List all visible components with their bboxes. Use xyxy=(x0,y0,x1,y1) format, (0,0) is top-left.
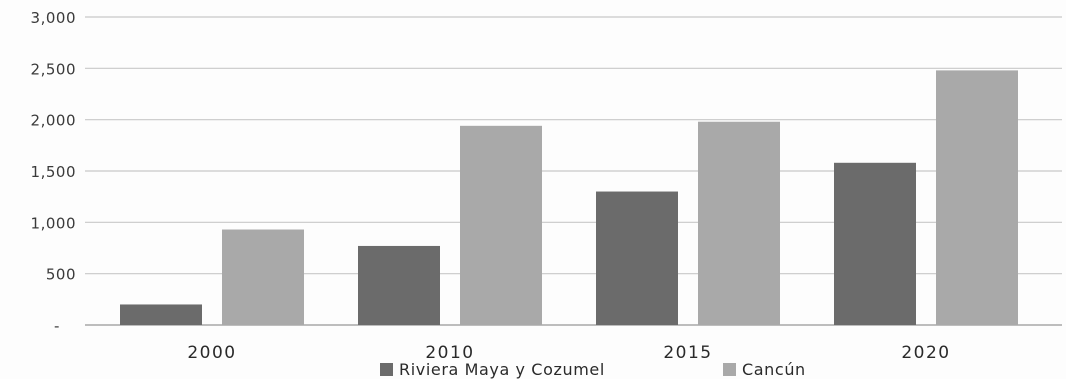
legend-swatch xyxy=(380,363,393,376)
legend-label: Riviera Maya y Cozumel xyxy=(399,360,605,379)
bar-cancun-2000 xyxy=(222,229,304,325)
bar-riviera-maya-2015 xyxy=(596,191,678,325)
bars xyxy=(120,70,1018,326)
bar-riviera-maya-2020 xyxy=(834,162,916,325)
legend-swatch xyxy=(723,363,736,376)
y-tick-label: 2,000 xyxy=(31,112,76,130)
legend: Riviera Maya y Cozumel Cancún xyxy=(380,360,806,379)
y-axis-ticks: - 500 1,000 1,500 2,000 2,500 3,000 xyxy=(31,9,76,335)
x-tick-label: 2000 xyxy=(187,343,236,363)
y-tick-label: - xyxy=(54,317,60,335)
y-tick-label: 1,000 xyxy=(31,214,76,232)
bar-riviera-maya-2000 xyxy=(120,304,202,325)
y-tick-label: 3,000 xyxy=(31,9,76,27)
x-axis-ticks: 2000 2010 2015 2020 xyxy=(187,343,950,363)
bar-riviera-maya-2010 xyxy=(358,245,440,325)
bar-cancun-2015 xyxy=(698,121,780,325)
x-tick-label: 2020 xyxy=(901,343,950,363)
bar-cancun-2010 xyxy=(460,125,542,326)
x-tick-label: 2015 xyxy=(663,343,712,363)
x-tick-label: 2010 xyxy=(425,343,474,363)
legend-label: Cancún xyxy=(742,360,806,379)
y-tick-label: 1,500 xyxy=(31,163,76,181)
y-tick-label: 2,500 xyxy=(31,60,76,78)
bar-cancun-2020 xyxy=(936,70,1018,326)
y-tick-label: 500 xyxy=(46,266,76,284)
